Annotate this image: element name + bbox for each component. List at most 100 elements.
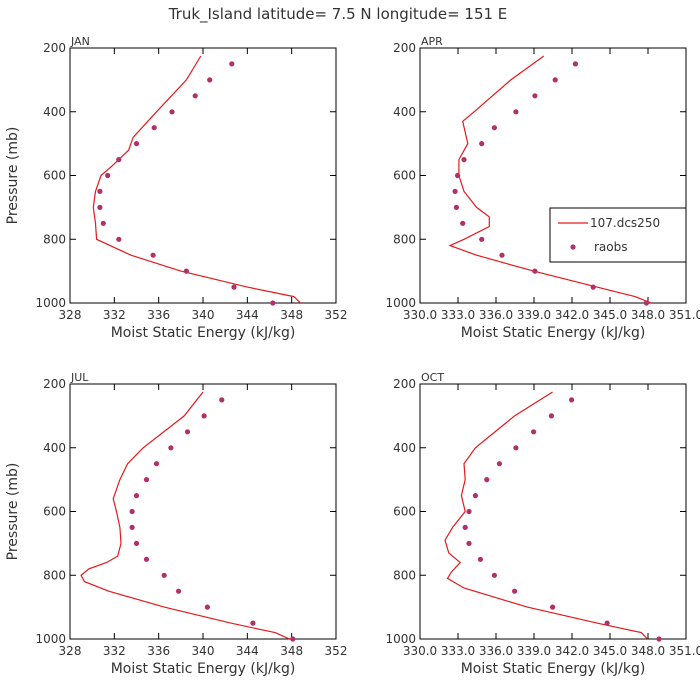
- raobs-point: [461, 157, 467, 163]
- raobs-point: [100, 220, 106, 226]
- legend-dot-swatch: [570, 244, 576, 250]
- raobs-point: [183, 268, 189, 274]
- raobs-point: [532, 268, 538, 274]
- x-tick-label: 351.0: [669, 644, 700, 658]
- x-tick-label: 342.0: [555, 644, 589, 658]
- panel-jul: JUL 328 332 336 340 344 348 352 200 400 600 800 1000…: [5, 371, 347, 677]
- raobs-point: [150, 252, 156, 258]
- raobs-point: [466, 540, 472, 547]
- raobs-point: [153, 461, 160, 467]
- raobs-point: [513, 109, 519, 115]
- raobs-point: [270, 300, 276, 306]
- y-tick-label: 800: [43, 232, 66, 246]
- raobs-point: [643, 300, 650, 306]
- raobs-point: [572, 61, 579, 67]
- x-tick-label: 336: [147, 308, 170, 322]
- raobs-point: [201, 413, 207, 419]
- raobs-point: [472, 493, 478, 499]
- x-tick-label: 344: [236, 308, 259, 322]
- x-tick-label: 342.0: [555, 308, 589, 322]
- panel-title: APR: [421, 35, 443, 48]
- y-tick-label: 200: [393, 41, 416, 55]
- y-tick-label: 200: [393, 377, 416, 391]
- x-tick-label: 336.0: [479, 308, 513, 322]
- raobs-point: [656, 636, 662, 642]
- raobs-point: [143, 477, 150, 483]
- x-tick-label: 328: [59, 308, 82, 322]
- x-tick-label: 345.0: [593, 644, 627, 658]
- raobs-point: [466, 508, 472, 515]
- raobs-point: [455, 172, 461, 179]
- raobs-point: [151, 125, 157, 131]
- y-tick-label: 400: [43, 105, 66, 119]
- raobs-point: [219, 397, 225, 403]
- raobs-point: [290, 636, 296, 642]
- raobs-point: [531, 429, 537, 435]
- raobs-point: [192, 93, 198, 99]
- raobs-point: [161, 572, 167, 578]
- raobs-point: [169, 109, 175, 115]
- x-tick-label: 352: [325, 308, 348, 322]
- x-tick-label: 348.0: [631, 644, 665, 658]
- x-axis-label: Moist Static Energy (kJ/kg): [461, 325, 646, 341]
- raobs-point: [143, 556, 150, 562]
- x-tick-label: 348: [280, 308, 303, 322]
- raobs-point: [97, 188, 103, 194]
- x-tick-label: 351.0: [669, 308, 700, 322]
- x-tick-label: 332: [103, 308, 126, 322]
- y-tick-label: 1000: [385, 296, 416, 310]
- raobs-point: [511, 588, 518, 594]
- raobs-point: [116, 157, 122, 163]
- panel-title: JUL: [70, 371, 89, 384]
- y-tick-label: 1000: [35, 296, 66, 310]
- raobs-point: [231, 284, 237, 290]
- x-tick-label: 328: [59, 644, 82, 658]
- y-tick-label: 400: [393, 105, 416, 119]
- raobs-point: [462, 524, 468, 531]
- x-axis-label: Moist Static Energy (kJ/kg): [111, 661, 296, 677]
- y-axis-label: Pressure (mb): [5, 127, 21, 225]
- plot-frame: [69, 383, 337, 640]
- raobs-point: [604, 620, 610, 626]
- panel-title: OCT: [421, 371, 444, 384]
- x-tick-label: 339.0: [517, 644, 551, 658]
- raobs-point: [479, 141, 485, 147]
- raobs-point: [207, 77, 213, 83]
- x-tick-label: 340: [192, 308, 215, 322]
- raobs-point: [453, 204, 459, 210]
- x-tick-label: 339.0: [517, 308, 551, 322]
- raobs-point: [552, 77, 558, 83]
- series-line-model: [92, 55, 301, 304]
- x-axis-label: Moist Static Energy (kJ/kg): [111, 325, 296, 341]
- series-line-model: [444, 391, 649, 640]
- x-tick-label: 333.0: [441, 644, 475, 658]
- x-tick-label: 336.0: [479, 644, 513, 658]
- raobs-point: [184, 429, 191, 435]
- plot-frame: [419, 383, 687, 640]
- x-tick-label: 330.0: [403, 644, 437, 658]
- y-tick-label: 400: [43, 441, 66, 455]
- x-tick-label: 345.0: [593, 308, 627, 322]
- panel-jan: JAN 328 332 336 340 344 348 352 200 400 600 800 1000…: [5, 35, 347, 341]
- legend: 107.dcs250 raobs: [549, 207, 687, 263]
- legend-label-obs: raobs: [594, 240, 628, 254]
- x-tick-label: 340: [192, 644, 215, 658]
- raobs-point: [513, 445, 519, 451]
- raobs-point: [250, 620, 256, 626]
- y-tick-label: 800: [393, 568, 416, 582]
- raobs-point: [204, 604, 210, 610]
- raobs-point: [477, 556, 483, 562]
- raobs-point: [460, 220, 466, 226]
- raobs-point: [532, 93, 538, 99]
- raobs-point: [548, 413, 555, 419]
- y-tick-label: 800: [43, 568, 66, 582]
- y-tick-label: 200: [43, 41, 66, 55]
- raobs-point: [133, 540, 140, 547]
- raobs-point: [133, 141, 140, 147]
- raobs-point: [484, 477, 490, 483]
- x-tick-label: 352: [325, 644, 348, 658]
- panel-title: JAN: [70, 35, 90, 48]
- x-tick-label: 348.0: [631, 308, 665, 322]
- legend-label-model: 107.dcs250: [590, 216, 660, 230]
